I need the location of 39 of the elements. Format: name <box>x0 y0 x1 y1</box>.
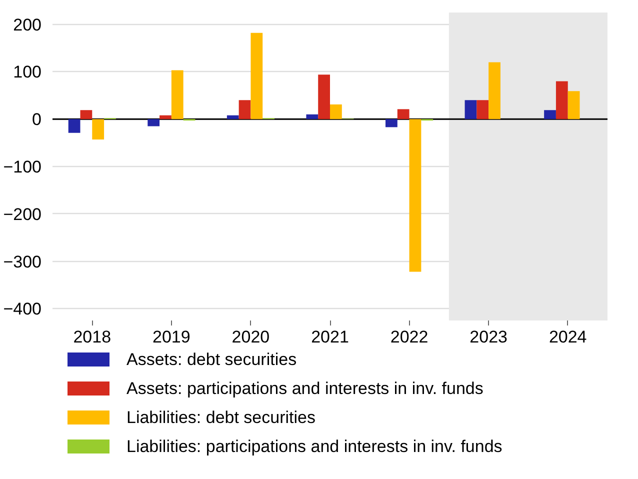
bar <box>488 62 500 120</box>
y-tick-label: −400 <box>3 300 42 319</box>
x-tick-label: 2020 <box>232 328 270 346</box>
bar <box>238 100 251 120</box>
x-tick-label: 2018 <box>73 328 112 346</box>
bar <box>386 119 398 128</box>
y-tick-label: 100 <box>13 62 42 82</box>
legend-label: Assets: debt securities <box>126 350 297 369</box>
bar <box>476 100 489 120</box>
y-tick-label: −200 <box>3 204 42 224</box>
legend-label: Liabilities: participations and interests in inv. funds <box>126 437 502 456</box>
bar <box>397 109 410 120</box>
bar <box>171 70 184 120</box>
bar <box>318 74 330 120</box>
bar <box>330 104 342 120</box>
legend-label: Liabilities: debt securities <box>126 408 316 427</box>
bar <box>80 110 92 120</box>
x-tick-label: 2024 <box>548 328 587 346</box>
legend-label: Assets: participations and interests in inv. funds <box>126 379 484 398</box>
bar <box>409 119 422 272</box>
y-tick-label: 0 <box>32 110 42 130</box>
bar <box>68 119 80 133</box>
x-tick-label: 2021 <box>311 328 349 346</box>
bar <box>92 119 104 140</box>
x-tick-label: 2022 <box>390 328 428 346</box>
bar <box>226 115 239 120</box>
bar <box>148 119 160 126</box>
bar <box>568 91 580 120</box>
bar <box>306 114 318 120</box>
x-tick-label: 2023 <box>470 328 508 346</box>
bar <box>250 32 263 120</box>
bar <box>464 100 477 120</box>
x-tick-label: 2019 <box>152 328 190 346</box>
bar <box>556 81 568 120</box>
bar <box>160 115 172 120</box>
y-tick-label: 200 <box>13 15 42 34</box>
bar <box>544 110 556 120</box>
y-tick-label: −100 <box>3 158 42 176</box>
y-tick-label: −300 <box>3 252 42 272</box>
